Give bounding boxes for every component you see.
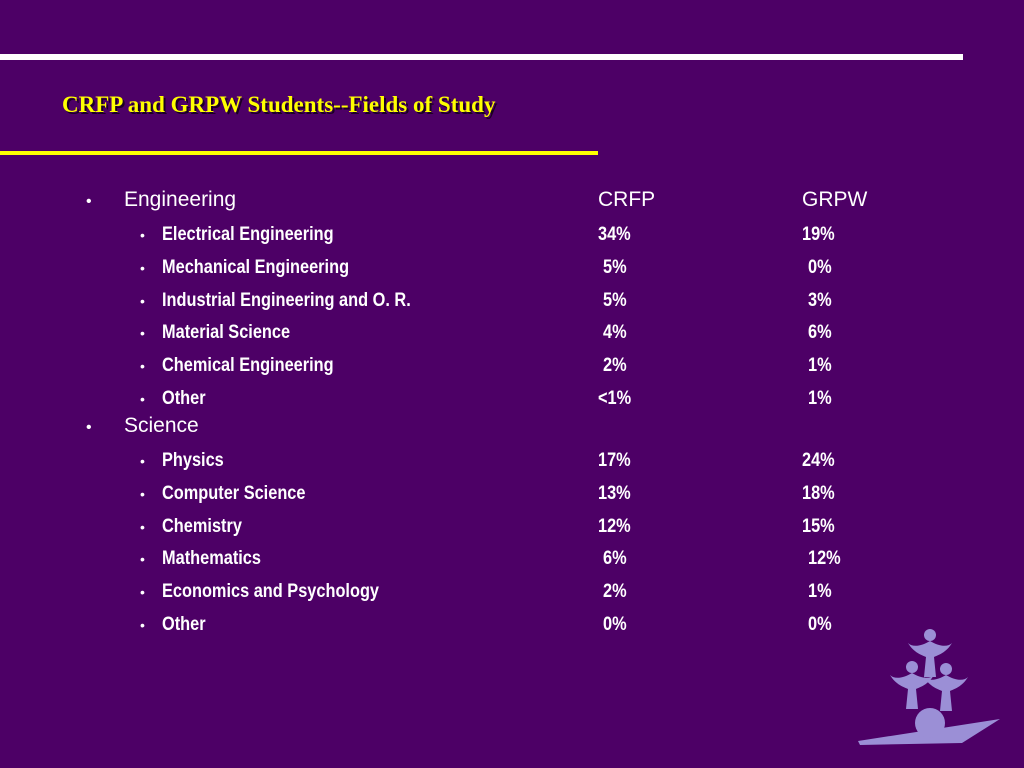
list-item: • Economics and Psychology 2% 1% <box>0 581 1024 611</box>
bullet: • <box>140 260 145 276</box>
grpw-value: 6% <box>808 322 832 343</box>
grpw-value: 1% <box>808 581 832 602</box>
field-label: Other <box>162 614 206 635</box>
field-label: Chemical Engineering <box>162 355 334 376</box>
bullet: • <box>140 325 145 341</box>
bullet: • <box>140 293 145 309</box>
crfp-value: 0% <box>603 614 627 635</box>
field-label: Economics and Psychology <box>162 581 380 602</box>
field-label: Electrical Engineering <box>162 224 334 245</box>
section-heading-label: Engineering <box>124 188 237 211</box>
field-label: Physics <box>162 450 224 471</box>
bullet: • <box>140 486 145 502</box>
list-item: • Mechanical Engineering 5% 0% <box>0 257 1024 287</box>
column-header-grpw: GRPW <box>802 188 868 211</box>
grpw-value: 15% <box>802 516 835 537</box>
crfp-value: 2% <box>603 355 627 376</box>
grpw-value: 24% <box>802 450 835 471</box>
list-item: • Mathematics 6% 12% <box>0 548 1024 578</box>
bullet: • <box>140 519 145 535</box>
crfp-value: <1% <box>598 388 632 409</box>
bullet: • <box>140 551 145 567</box>
bullet: • <box>140 227 145 243</box>
bullet: • <box>140 391 145 407</box>
grpw-value: 1% <box>808 388 832 409</box>
grpw-value: 12% <box>808 548 841 569</box>
people-pyramid-logo <box>858 629 1000 745</box>
grpw-value: 1% <box>808 355 832 376</box>
list-item: • Material Science 4% 6% <box>0 322 1024 352</box>
field-label: Mechanical Engineering <box>162 257 350 278</box>
list-item: • Physics 17% 24% <box>0 450 1024 480</box>
grpw-value: 19% <box>802 224 835 245</box>
bullet: • <box>140 584 145 600</box>
crfp-value: 17% <box>598 450 631 471</box>
globe-circle <box>915 708 945 738</box>
column-header-crfp: CRFP <box>598 188 656 211</box>
bullet: • <box>140 453 145 469</box>
list-item: • Computer Science 13% 18% <box>0 483 1024 513</box>
list-item: • Chemistry 12% 15% <box>0 516 1024 546</box>
grpw-value: 3% <box>808 290 832 311</box>
list-item: • Chemical Engineering 2% 1% <box>0 355 1024 385</box>
title-underline <box>0 151 598 155</box>
crfp-value: 13% <box>598 483 631 504</box>
list-item: • Electrical Engineering 34% 19% <box>0 224 1024 254</box>
field-label: Chemistry <box>162 516 242 537</box>
crfp-value: 5% <box>603 290 627 311</box>
grpw-value: 0% <box>808 614 832 635</box>
slide-title: CRFP and GRPW Students--Fields of Study <box>62 92 496 117</box>
crfp-value: 34% <box>598 224 631 245</box>
list-item: • Other <1% 1% <box>0 388 1024 418</box>
bullet: • <box>140 617 145 633</box>
section-heading-science: • Science <box>0 414 1024 444</box>
crfp-value: 4% <box>603 322 627 343</box>
field-label: Material Science <box>162 322 291 343</box>
bullet: • <box>86 193 92 210</box>
grpw-value: 0% <box>808 257 832 278</box>
crfp-value: 5% <box>603 257 627 278</box>
field-label: Other <box>162 388 206 409</box>
grpw-value: 18% <box>802 483 835 504</box>
top-divider <box>0 54 963 60</box>
crfp-value: 6% <box>603 548 627 569</box>
list-item: • Other 0% 0% <box>0 614 1024 644</box>
section-heading-label: Science <box>124 414 199 437</box>
field-label: Computer Science <box>162 483 306 504</box>
bullet: • <box>140 358 145 374</box>
field-label: Mathematics <box>162 548 261 569</box>
list-item: • Industrial Engineering and O. R. 5% 3% <box>0 290 1024 320</box>
bullet: • <box>86 419 92 436</box>
section-heading-engineering: • Engineering CRFP GRPW <box>0 188 1024 218</box>
field-label: Industrial Engineering and O. R. <box>162 290 411 311</box>
crfp-value: 2% <box>603 581 627 602</box>
crfp-value: 12% <box>598 516 631 537</box>
